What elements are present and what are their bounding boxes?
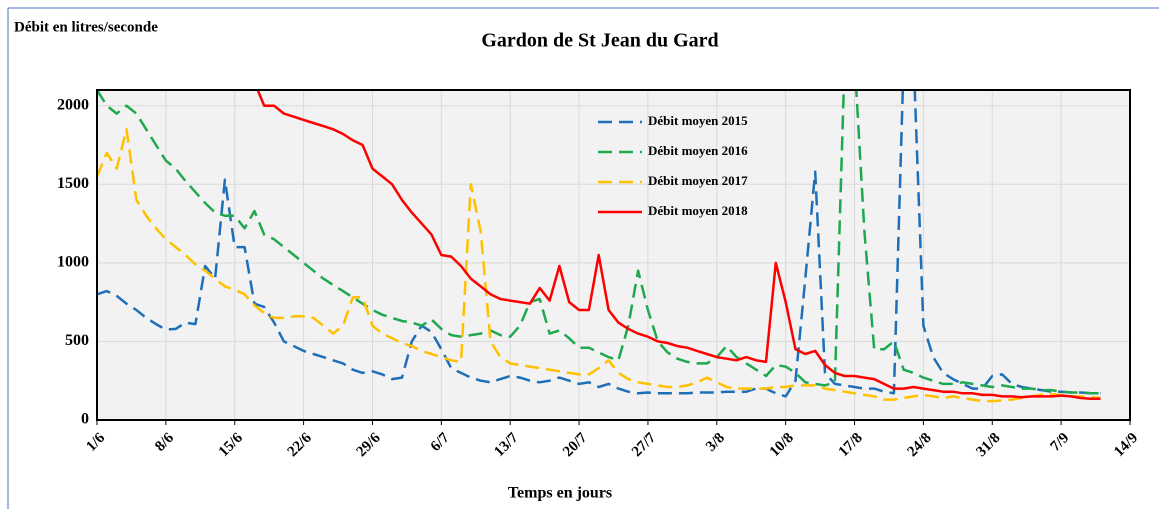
x-tick-label: 10/8 bbox=[767, 430, 797, 460]
y-tick-label: 1000 bbox=[57, 254, 89, 271]
x-tick-label: 24/8 bbox=[904, 430, 934, 460]
x-tick-label: 22/6 bbox=[285, 430, 316, 461]
y-tick-label: 1500 bbox=[57, 175, 89, 192]
plot-area bbox=[97, 90, 1130, 420]
y-axis-label: Débit en litres/seconde bbox=[14, 19, 158, 35]
x-tick-label: 6/7 bbox=[428, 430, 453, 455]
x-tick-label: 8/6 bbox=[152, 430, 177, 455]
chart-title: Gardon de St Jean du Gard bbox=[481, 30, 718, 52]
legend-label: Débit moyen 2018 bbox=[648, 203, 748, 218]
x-tick-label: 15/6 bbox=[216, 430, 247, 461]
legend-label: Débit moyen 2015 bbox=[648, 113, 748, 128]
x-tick-label: 3/8 bbox=[703, 430, 728, 455]
x-tick-label: 1/6 bbox=[83, 430, 108, 455]
x-tick-label: 14/9 bbox=[1111, 430, 1141, 460]
x-tick-label: 27/7 bbox=[629, 430, 660, 461]
series-line bbox=[97, 90, 1101, 395]
series-line bbox=[97, 90, 1101, 398]
legend-label: Débit moyen 2016 bbox=[648, 143, 748, 158]
x-tick-label: 17/8 bbox=[836, 430, 866, 460]
x-tick-label: 20/7 bbox=[560, 430, 591, 461]
y-tick-label: 500 bbox=[65, 332, 89, 349]
y-tick-label: 2000 bbox=[57, 96, 89, 113]
series-line bbox=[256, 90, 1101, 401]
y-tick-label: 0 bbox=[81, 411, 89, 428]
x-tick-label: 29/6 bbox=[354, 430, 385, 461]
x-tick-label: 31/8 bbox=[973, 430, 1003, 460]
legend-label: Débit moyen 2017 bbox=[648, 173, 748, 188]
series-line bbox=[97, 128, 1101, 403]
plot-border bbox=[96, 89, 1131, 421]
x-tick-label: 13/7 bbox=[491, 430, 522, 461]
x-tick-label: 7/9 bbox=[1048, 430, 1073, 455]
plot-lines bbox=[97, 90, 1101, 403]
x-axis-label: Temps en jours bbox=[508, 485, 612, 502]
